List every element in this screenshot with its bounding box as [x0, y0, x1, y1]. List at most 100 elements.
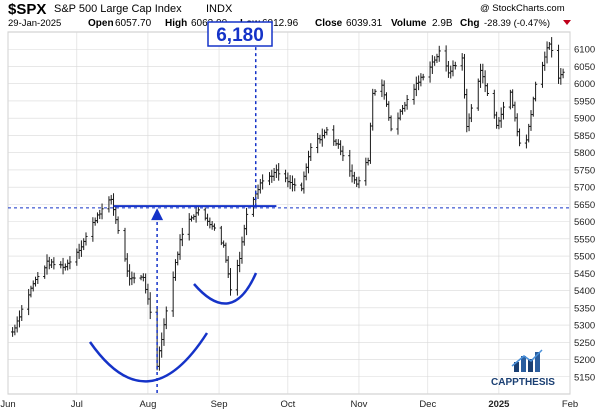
- ohlc-bar: [437, 45, 441, 62]
- ohlc-bar: [162, 318, 166, 346]
- y-tick-label: 5750: [574, 165, 595, 176]
- x-tick-label: Sep: [211, 399, 228, 410]
- ohlc-bar: [208, 217, 212, 229]
- ohlc-bar: [483, 70, 487, 93]
- target-label-box: [207, 21, 273, 47]
- change-label: Chg: [460, 18, 479, 29]
- change-down-arrow-icon: [563, 20, 571, 25]
- ohlc-bar: [164, 306, 168, 330]
- ohlc-bar: [127, 264, 132, 286]
- bar-chart-logo-icon: [511, 349, 543, 372]
- ohlc-bar: [478, 63, 483, 88]
- y-tick-label: 5600: [574, 217, 595, 228]
- ohlc-bar: [412, 84, 416, 105]
- ohlc-bar: [49, 258, 54, 268]
- volume-label: Volume: [391, 18, 427, 29]
- ohlc-bar: [352, 171, 356, 184]
- ohlc-bar: [91, 217, 95, 242]
- ohlc-bar: [192, 214, 196, 220]
- chart-header: $SPX S&P 500 Large Cap Index INDX @ Stoc…: [8, 1, 571, 29]
- ohlc-bar: [52, 257, 56, 270]
- ohlc-bar: [334, 138, 338, 146]
- ohlc-bar: [453, 61, 457, 70]
- ohlc-bar: [533, 81, 538, 102]
- ohlc-bar: [513, 101, 517, 122]
- ohlc-bar: [497, 117, 501, 130]
- ohlc-bar: [462, 53, 467, 99]
- ohlc-bar: [157, 346, 161, 371]
- y-tick-label: 5650: [574, 200, 595, 211]
- ohlc-bar: [543, 51, 547, 71]
- ohlc-bar: [228, 268, 233, 296]
- ohlc-bar: [212, 223, 217, 231]
- high-label: High: [165, 18, 187, 29]
- pattern-annotations: 6,180: [8, 21, 570, 393]
- close-value: 6039.31: [346, 18, 383, 29]
- x-tick-label: Nov: [351, 399, 368, 410]
- x-tick-label: Feb: [562, 399, 578, 410]
- ohlc-bar: [561, 68, 565, 79]
- ohlc-bar: [341, 145, 345, 162]
- ohlc-bar: [417, 75, 421, 91]
- ohlc-bar: [499, 107, 503, 128]
- ohlc-bar: [430, 55, 434, 74]
- ohlc-bar: [421, 73, 425, 81]
- ohlc-bar: [27, 288, 31, 316]
- close-label: Close: [315, 18, 343, 29]
- ohlc-bar: [261, 174, 265, 190]
- ohlc-bar: [366, 157, 370, 166]
- x-tick-label: Jul: [71, 399, 83, 410]
- open-value: 6057.70: [115, 18, 152, 29]
- ohlc-bar: [132, 272, 136, 284]
- x-tick-label: Jun: [0, 399, 15, 410]
- ohlc-bar: [446, 60, 451, 78]
- ohlc-bar: [428, 61, 432, 83]
- ohlc-bar: [244, 207, 249, 236]
- ohlc-bar: [419, 73, 423, 87]
- x-axis: Jun Jul Aug Sep Oct Nov Dec 2025 Feb: [0, 399, 578, 410]
- ohlc-bar: [240, 236, 244, 264]
- ohlc-bar: [82, 238, 86, 251]
- ohlc-bar: [508, 89, 512, 110]
- ohlc-bar: [460, 53, 464, 71]
- volume-value: 2.9B: [432, 18, 453, 29]
- ohlc-bar: [226, 256, 230, 279]
- ohlc-bar: [20, 305, 24, 321]
- ohlc-bar: [350, 164, 354, 183]
- ohlc-bar: [283, 169, 288, 183]
- brand-logo: CAPPTHESIS: [491, 349, 555, 388]
- y-tick-label: 5700: [574, 183, 595, 194]
- ohlc-bar: [196, 207, 200, 216]
- ohlc-bar: [320, 128, 324, 147]
- x-tick-label: Aug: [139, 399, 156, 410]
- exchange-label: INDX: [206, 3, 233, 15]
- ohlc-bar: [449, 65, 453, 79]
- ohlc-bar: [13, 324, 17, 336]
- y-tick-label: 5800: [574, 148, 595, 159]
- ohlc-bar: [258, 178, 262, 194]
- low-value: 6012.96: [262, 18, 299, 29]
- ohlc-bar: [380, 79, 384, 98]
- ohlc-bar: [15, 316, 19, 333]
- ohlc-bar: [414, 76, 418, 97]
- ohlc-bar: [242, 224, 246, 246]
- ohlc-bar: [36, 272, 40, 285]
- ohlc-bar: [267, 172, 272, 186]
- ohlc-bar: [84, 232, 88, 246]
- ohlc-bar: [517, 128, 522, 147]
- ohlc-bar: [467, 113, 471, 132]
- y-tick-label: 6100: [574, 45, 595, 56]
- ohlc-bar: [171, 271, 175, 317]
- ohlc-bar: [396, 112, 400, 135]
- y-tick-label: 5150: [574, 372, 595, 383]
- ohlc-bar: [400, 104, 405, 115]
- ohlc-bar: [68, 256, 72, 270]
- y-tick-label: 5250: [574, 338, 595, 349]
- ohlc-bar: [277, 163, 281, 181]
- copyright: @ StockCharts.com: [480, 3, 565, 14]
- ohlc-bar: [66, 259, 70, 271]
- ohlc-bar: [77, 243, 81, 259]
- ohlc-bar: [194, 206, 198, 223]
- ohlc-bar: [545, 41, 549, 64]
- ohlc-bar: [302, 171, 306, 194]
